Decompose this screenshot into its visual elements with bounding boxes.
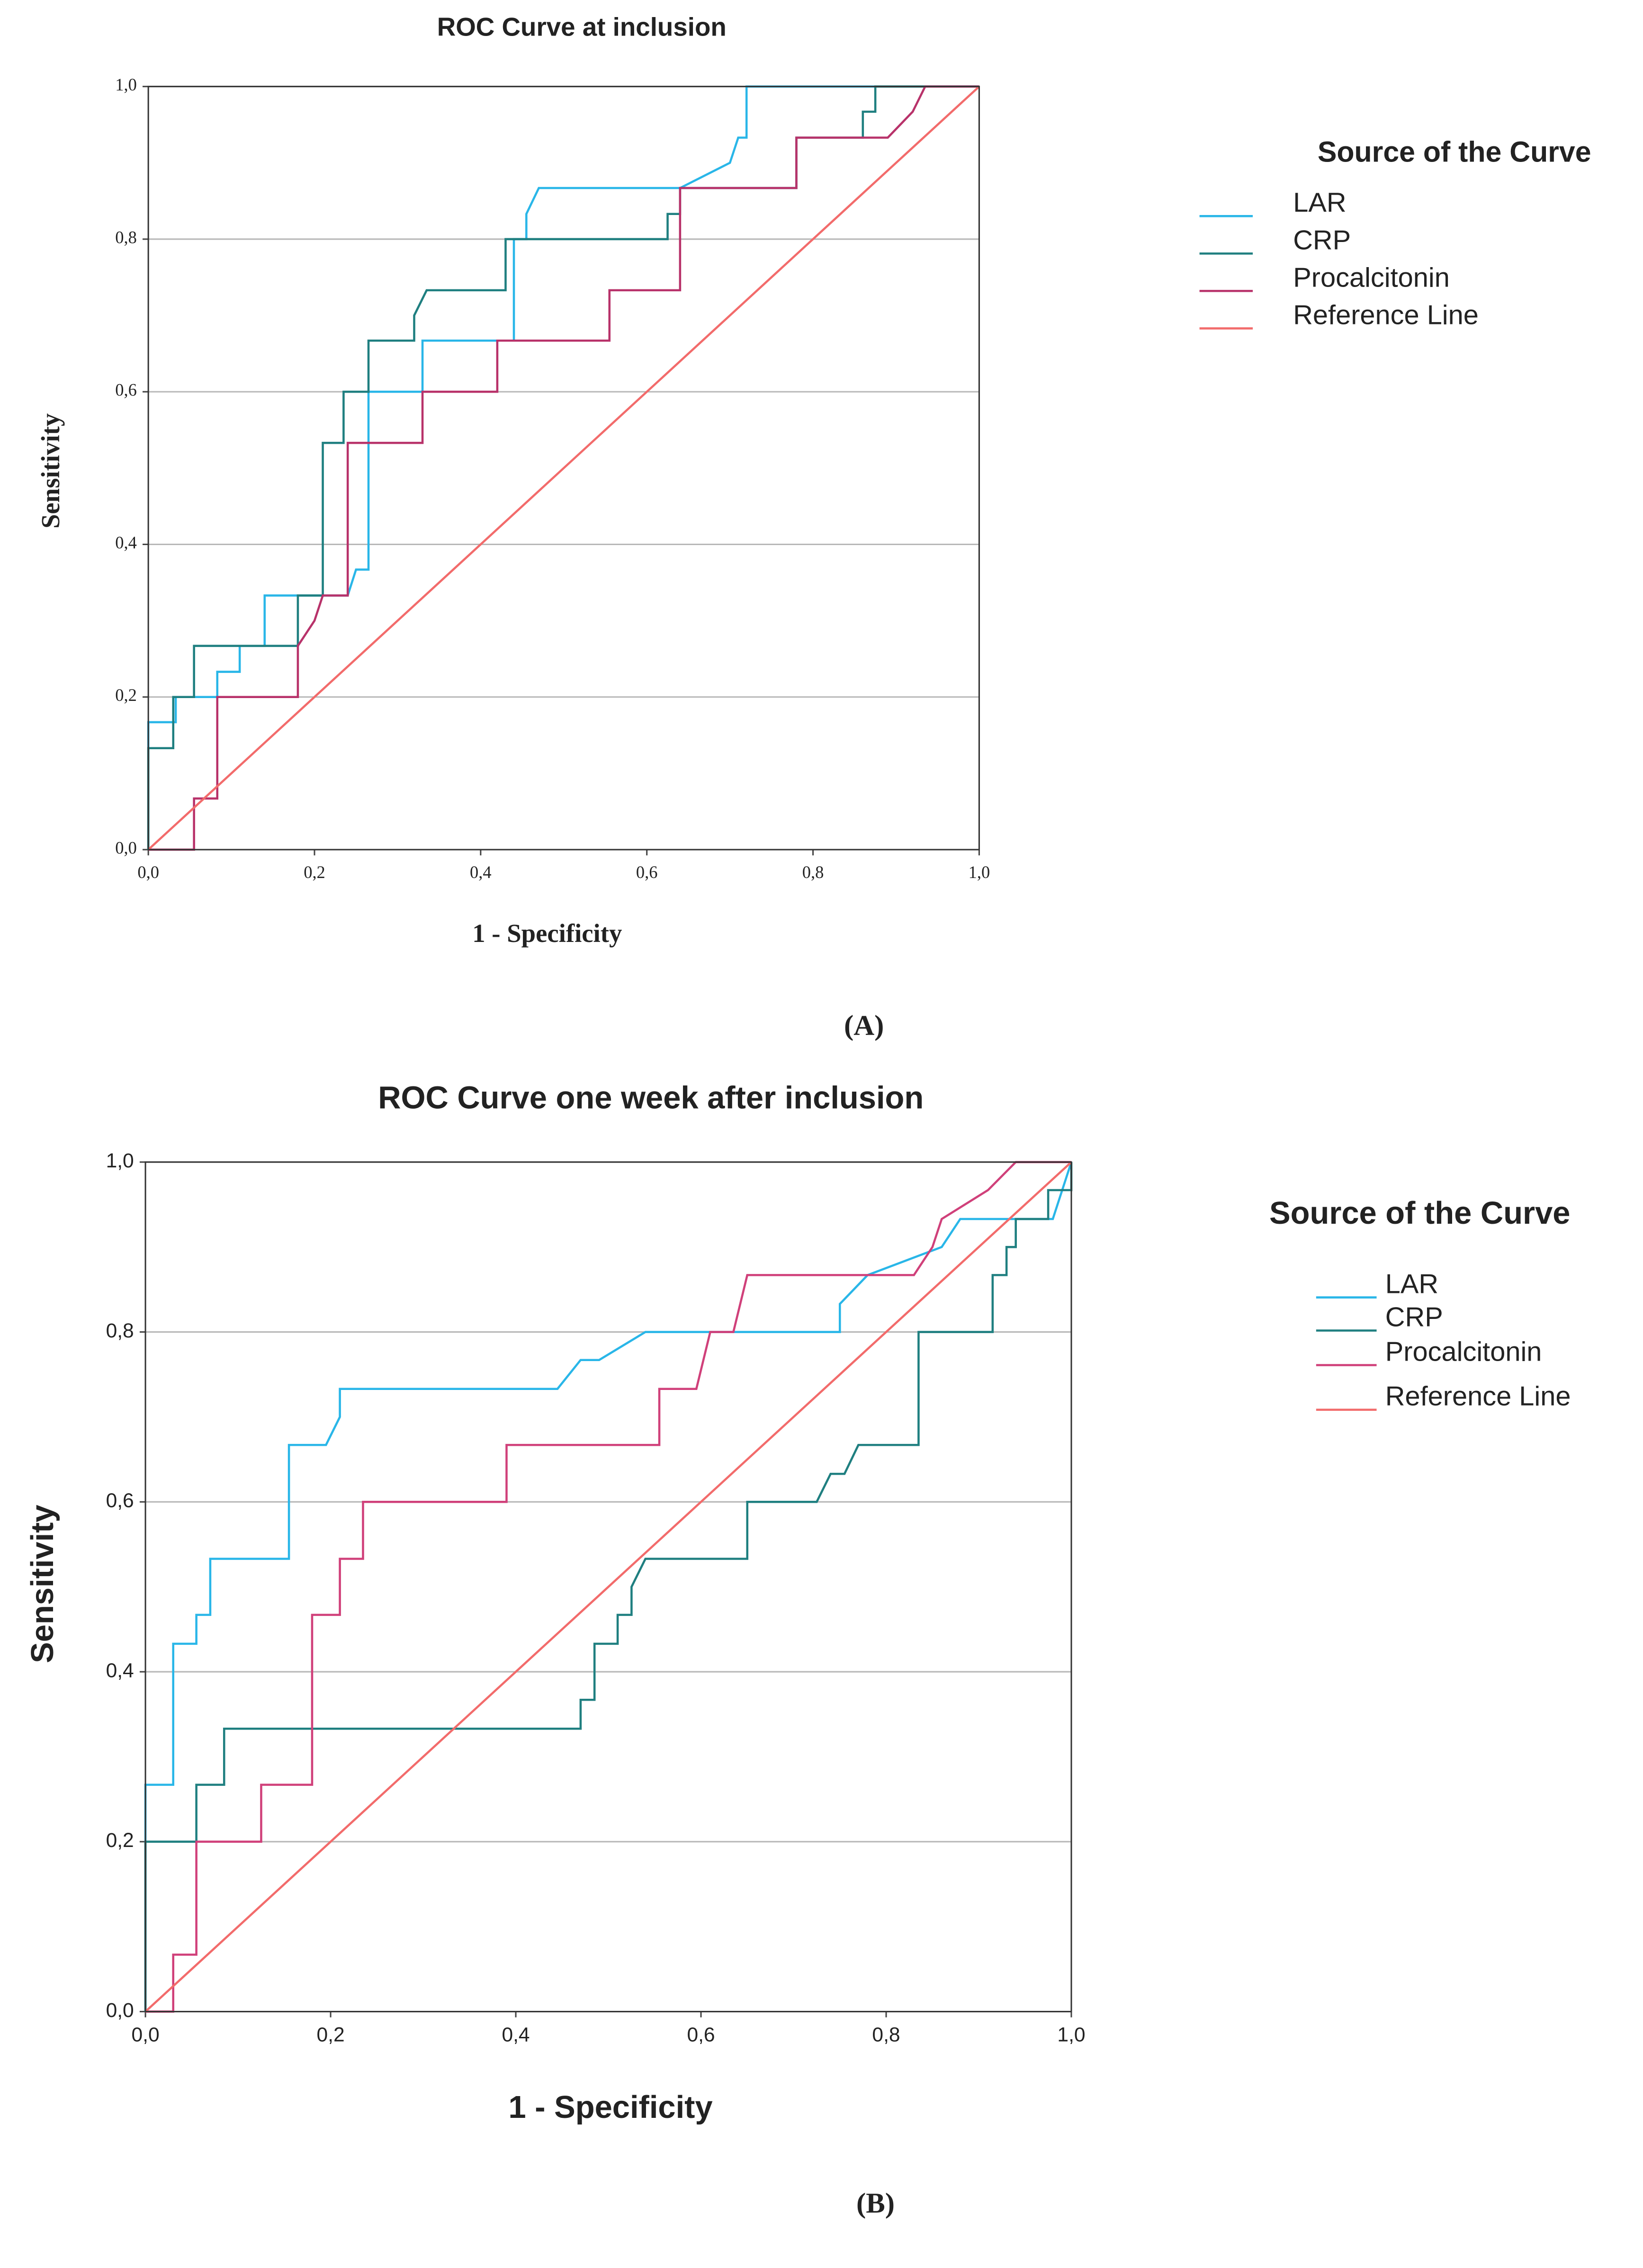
x-tick-label: 0,2 [316, 2024, 344, 2046]
legend-label: CRP [1293, 225, 1351, 255]
legend-label: Reference Line [1385, 1381, 1571, 1412]
y-tick-label: 0,0 [106, 1999, 134, 2022]
x-axis-label: 1 - Specificity [509, 2089, 713, 2125]
y-tick-label: 0,6 [106, 1489, 134, 1512]
roc-curve [147, 85, 980, 851]
roc-curve [144, 1162, 1073, 2012]
y-tick-label: 0,0 [115, 838, 137, 857]
legend-label: Reference Line [1293, 300, 1479, 330]
y-tick-label: 0,4 [115, 533, 137, 552]
y-tick-label: 0,8 [106, 1319, 134, 1342]
legend-label: CRP [1385, 1302, 1443, 1332]
roc-curve [144, 1162, 1073, 2012]
x-tick-label: 0,6 [636, 862, 658, 882]
roc-curve [148, 85, 979, 851]
x-tick-label: 0,8 [872, 2024, 900, 2046]
y-tick-label: 1,0 [106, 1149, 134, 1172]
legend-title: Source of the Curve [1269, 1195, 1570, 1231]
x-tick-label: 0,8 [802, 862, 824, 882]
chart-title: ROC Curve at inclusion [437, 12, 727, 42]
legend-label: Procalcitonin [1293, 262, 1450, 293]
x-tick-label: 1,0 [969, 862, 990, 882]
x-tick-label: 0,0 [131, 2024, 159, 2046]
legend-title: Source of the Curve [1318, 136, 1591, 168]
y-tick-label: 0,2 [106, 1829, 134, 1852]
legend-label: LAR [1385, 1269, 1438, 1300]
plot-frame [147, 86, 980, 851]
roc-curve [145, 1161, 1071, 2013]
legend-label: LAR [1293, 188, 1346, 218]
panel-caption: (B) [856, 2187, 895, 2219]
x-tick-label: 0,4 [470, 862, 492, 882]
roc-curve [144, 1161, 1072, 2013]
x-tick-label: 0,2 [304, 862, 325, 882]
x-tick-label: 0,0 [137, 862, 159, 882]
y-tick-label: 0,8 [115, 227, 137, 247]
x-tick-label: 0,6 [687, 2024, 715, 2046]
x-tick-label: 1,0 [1057, 2024, 1085, 2046]
x-tick-label: 0,4 [502, 2024, 530, 2046]
y-tick-label: 1,0 [115, 75, 137, 94]
y-axis-label: Sensitivity [25, 1505, 60, 1663]
y-axis-label: Sensitivity [36, 413, 65, 529]
chart-title: ROC Curve one week after inclusion [378, 1080, 924, 1116]
plot-frame [144, 1161, 1072, 2013]
panel-caption: (A) [844, 1010, 884, 1041]
y-tick-label: 0,4 [106, 1659, 134, 1682]
y-tick-label: 0,2 [115, 685, 137, 705]
legend-label: Procalcitonin [1385, 1336, 1542, 1367]
x-axis-label: 1 - Specificity [472, 919, 622, 948]
y-tick-label: 0,6 [115, 380, 137, 400]
